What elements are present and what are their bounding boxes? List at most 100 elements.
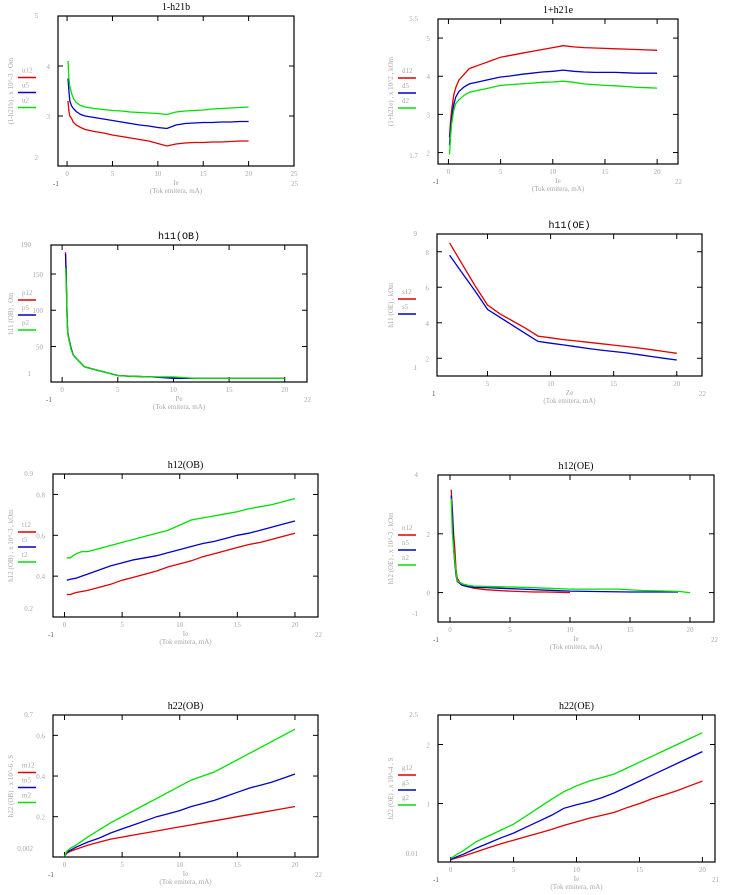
x-tick-label: 0 (449, 866, 453, 874)
plot-frame (437, 18, 679, 165)
y-max-label: 190 (21, 241, 32, 249)
y-tick-label: 4 (427, 73, 431, 81)
x-axis-label: Ze (566, 389, 573, 397)
plot-frame (50, 244, 308, 383)
y-min-label: 0.01 (406, 850, 419, 858)
y-axis-label: h11 (OE) , kOm (387, 282, 395, 328)
x-max-label: 22 (711, 636, 719, 644)
y-tick-label: 0.4 (36, 573, 45, 581)
x-axis-label: Ie (574, 875, 579, 883)
x-max-label: 21 (712, 876, 720, 884)
y-tick-label: 0.6 (36, 732, 45, 740)
y-min-label: 1 (28, 370, 32, 378)
series-line-m5 (63, 773, 296, 857)
plot-frame (52, 714, 319, 858)
y-min-label: -1 (412, 610, 418, 618)
series-line-t5 (66, 520, 296, 581)
legend-label: m2 (22, 792, 31, 800)
legend-label: g2 (402, 794, 410, 802)
y-max-label: 2.5 (409, 711, 418, 719)
chart-h12oe: h12(OE) 0 5 10 15 20 0 2 4 -1 -1 22 Ie (Tok emitera, … (380, 455, 732, 655)
chart-h22ob: h22(OB) 0 5 10 15 20 0.2 0.4 0.6 0.7 0.002 -1 22 Ie (T… (0, 695, 330, 895)
y-tick-label: 3 (427, 111, 431, 119)
x-axis-sublabel: (Tok emitera, mA) (150, 187, 203, 195)
y-axis-label: (1+h21e) , x 10^2 , kOm (387, 56, 395, 126)
x-tick-label: 0 (65, 170, 69, 178)
x-tick-label: 10 (176, 861, 184, 869)
legend-label: d12 (402, 67, 413, 75)
chart-svg: h12(OB) 0 5 10 15 20 0.4 0.6 0.8 0.9 0.2 -1 22 Ie(Tok… (7, 460, 323, 646)
y-tick-label: 4 (426, 320, 430, 328)
x-tick-label: 20 (245, 170, 253, 178)
legend-label: d2 (402, 97, 410, 105)
series-line-s5 (449, 254, 677, 361)
y-tick-label: 5 (427, 35, 431, 43)
y-tick-label: 150 (33, 271, 44, 279)
x-tick-label: 10 (176, 621, 184, 629)
x-tick-label: 5 (499, 168, 503, 176)
y-tick-label: 0.2 (36, 814, 45, 822)
x-tick-label: 10 (573, 866, 581, 874)
series-line-d5 (448, 69, 658, 145)
y-axis-label: h22 (OB) , x 10^-6 , S (7, 755, 15, 818)
x-min-label: -1 (433, 636, 439, 644)
x-min-label: -1 (433, 178, 439, 186)
x-tick-label: 25 (291, 170, 299, 178)
x-tick-label: 0 (448, 626, 452, 634)
x-tick-label: 10 (549, 168, 557, 176)
y-min-label: 0.2 (24, 605, 33, 613)
x-tick-label: 5 (116, 386, 120, 394)
chart-svg: 1+h21e 0 5 10 15 20 2 3 4 5 5.5 1.7 -1 22 Ie(Tok emite… (387, 5, 683, 193)
x-max-label: 22 (675, 178, 683, 186)
x-axis-sublabel: (Tok emitera, mA) (153, 403, 206, 411)
series-line-p2 (64, 268, 285, 380)
plot-frame (57, 15, 295, 167)
x-tick-label: 20 (654, 168, 662, 176)
series-line-t12 (66, 532, 296, 596)
y-tick-label: 0 (427, 590, 431, 598)
legend-label: g12 (402, 764, 413, 772)
legend-label: n2 (402, 554, 410, 562)
x-min-label: -1 (433, 876, 439, 884)
y-axis-label: h12 (OE) , x 10^-3 , kOm (387, 512, 395, 585)
x-tick-label: 15 (200, 170, 208, 178)
y-axis-label: h22 (OE) , x 10^-4 , S (387, 757, 395, 819)
x-axis-sublabel: (Tok emitera, mA) (550, 883, 603, 891)
legend-label: p2 (22, 319, 30, 327)
legend-label: p5 (22, 304, 30, 312)
x-min-label: 1 (432, 390, 436, 398)
x-tick-label: 10 (170, 386, 178, 394)
x-tick-label: 20 (291, 621, 299, 629)
y-max-label: 9 (414, 230, 418, 238)
legend-label: t2 (22, 551, 28, 559)
x-tick-label: 15 (234, 621, 242, 629)
x-tick-label: 5 (486, 380, 490, 388)
y-tick-label: 3 (47, 113, 51, 121)
x-tick-label: 15 (601, 168, 609, 176)
x-axis-label: Ie (183, 870, 188, 878)
chart-h11oe: h11(OE) 5 10 15 20 2 4 6 8 9 1 1 22 Ze (Tok emitera, m… (380, 215, 732, 410)
x-tick-label: 5 (111, 170, 115, 178)
y-axis-label: h12 (OB) , x 10^-3 , kOm (7, 509, 15, 582)
chart-title: h11(OE) (548, 220, 590, 232)
chart-svg: 1-h21b 0 5 10 15 20 25 3 4 5 2 -1 25 Ie(Tok emitera, … (7, 2, 299, 195)
series-line-n12 (450, 489, 571, 594)
x-tick-label: 0 (63, 861, 67, 869)
y-max-label: 5.5 (409, 15, 418, 23)
y-tick-label: 2 (427, 531, 431, 539)
y-min-label: 0.002 (17, 845, 33, 853)
x-axis-sublabel: (Tok emitera, mA) (550, 643, 603, 651)
x-min-label: -1 (48, 871, 54, 879)
x-tick-label: 15 (226, 386, 234, 394)
y-axis-label: (1-h21b) , x 10^-3 , Om (7, 57, 15, 124)
x-min-label: -1 (46, 396, 52, 404)
legend-label: t12 (22, 521, 31, 529)
y-min-label: 1 (414, 364, 418, 372)
y-tick-label: 8 (426, 249, 430, 257)
x-tick-label: 5 (120, 621, 124, 629)
y-tick-label: 0.8 (36, 491, 45, 499)
chart-svg: h12(OE) 0 5 10 15 20 0 2 4 -1 -1 22 Ie(Tok emitera, … (387, 461, 719, 651)
x-tick-label: 15 (234, 861, 242, 869)
legend-label: p12 (22, 289, 33, 297)
series-line-p5 (64, 253, 285, 380)
